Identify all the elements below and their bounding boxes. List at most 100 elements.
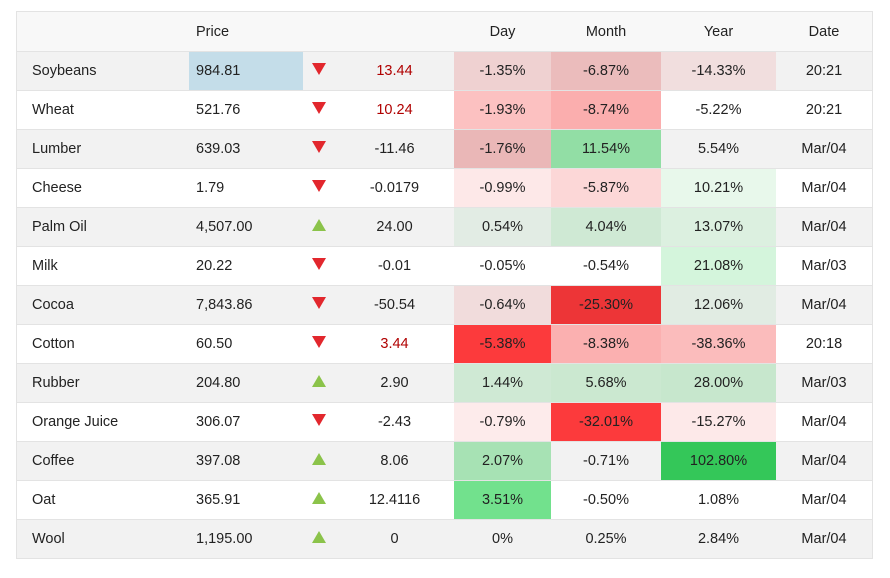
- day-change-cell: 0%: [454, 519, 551, 559]
- commodities-table: Price Day Month Year Date Soybeans 984.81…: [17, 12, 872, 559]
- price-cell: 365.91: [189, 480, 303, 520]
- price-cell: 639.03: [189, 129, 303, 169]
- commodity-name[interactable]: Rubber: [17, 363, 189, 403]
- price-cell: 1,195.00: [189, 519, 303, 559]
- table-row[interactable]: Cotton 60.50 3.44 -5.38% -8.38% -38.36% 20:18: [17, 324, 872, 364]
- day-change-cell: -1.35%: [454, 51, 551, 91]
- table-row[interactable]: Cocoa 7,843.86 -50.54 -0.64% -25.30% 12.06% Ma…: [17, 285, 872, 325]
- month-change-cell: 5.68%: [551, 363, 661, 403]
- commodity-name[interactable]: Palm Oil: [17, 207, 189, 247]
- triangle-down-icon: [312, 102, 326, 115]
- direction-cell: [303, 402, 335, 442]
- triangle-down-icon: [312, 141, 326, 154]
- date-cell: Mar/04: [776, 285, 872, 325]
- triangle-down-icon: [312, 258, 326, 271]
- commodity-name[interactable]: Wheat: [17, 90, 189, 130]
- day-change-cell: -0.99%: [454, 168, 551, 208]
- table-header-row: Price Day Month Year Date: [17, 12, 872, 52]
- triangle-down-icon: [312, 180, 326, 193]
- change-cell: 2.90: [335, 363, 454, 403]
- month-change-cell: -8.38%: [551, 324, 661, 364]
- year-change-cell: 13.07%: [661, 207, 776, 247]
- day-change-cell: -5.38%: [454, 324, 551, 364]
- month-change-cell: 0.25%: [551, 519, 661, 559]
- date-cell: 20:21: [776, 90, 872, 130]
- month-change-cell: 4.04%: [551, 207, 661, 247]
- direction-cell: [303, 207, 335, 247]
- table-row[interactable]: Rubber 204.80 2.90 1.44% 5.68% 28.00% Mar/03: [17, 363, 872, 403]
- price-cell: 984.81: [189, 51, 303, 91]
- triangle-up-icon: [312, 375, 326, 388]
- date-cell: Mar/03: [776, 363, 872, 403]
- commodity-name[interactable]: Cheese: [17, 168, 189, 208]
- date-cell: Mar/04: [776, 168, 872, 208]
- year-change-cell: 10.21%: [661, 168, 776, 208]
- direction-cell: [303, 519, 335, 559]
- header-year[interactable]: Year: [661, 12, 776, 52]
- price-cell: 306.07: [189, 402, 303, 442]
- commodity-name[interactable]: Wool: [17, 519, 189, 559]
- table-row[interactable]: Palm Oil 4,507.00 24.00 0.54% 4.04% 13.07% Mar…: [17, 207, 872, 247]
- header-date[interactable]: Date: [776, 12, 872, 52]
- change-cell: 12.4116: [335, 480, 454, 520]
- commodity-name[interactable]: Soybeans: [17, 51, 189, 91]
- month-change-cell: -5.87%: [551, 168, 661, 208]
- triangle-up-icon: [312, 453, 326, 466]
- header-day[interactable]: Day: [454, 12, 551, 52]
- triangle-up-icon: [312, 531, 326, 544]
- header-name[interactable]: [17, 12, 189, 52]
- change-cell: -0.01: [335, 246, 454, 286]
- price-cell: 204.80: [189, 363, 303, 403]
- direction-cell: [303, 441, 335, 481]
- change-cell: 8.06: [335, 441, 454, 481]
- year-change-cell: -15.27%: [661, 402, 776, 442]
- triangle-down-icon: [312, 297, 326, 310]
- year-change-cell: -5.22%: [661, 90, 776, 130]
- year-change-cell: 5.54%: [661, 129, 776, 169]
- direction-cell: [303, 285, 335, 325]
- table-row[interactable]: Soybeans 984.81 13.44 -1.35% -6.87% -14.33% 20…: [17, 51, 872, 91]
- header-change[interactable]: [335, 12, 454, 52]
- change-cell: -11.46: [335, 129, 454, 169]
- change-cell: 10.24: [335, 90, 454, 130]
- table-row[interactable]: Wheat 521.76 10.24 -1.93% -8.74% -5.22% 20:21: [17, 90, 872, 130]
- direction-cell: [303, 480, 335, 520]
- change-cell: 3.44: [335, 324, 454, 364]
- day-change-cell: -1.76%: [454, 129, 551, 169]
- date-cell: Mar/04: [776, 519, 872, 559]
- day-change-cell: 0.54%: [454, 207, 551, 247]
- table-row[interactable]: Lumber 639.03 -11.46 -1.76% 11.54% 5.54% Mar/0…: [17, 129, 872, 169]
- commodity-name[interactable]: Milk: [17, 246, 189, 286]
- commodity-name[interactable]: Lumber: [17, 129, 189, 169]
- header-price[interactable]: Price: [189, 12, 303, 52]
- commodity-name[interactable]: Oat: [17, 480, 189, 520]
- date-cell: 20:21: [776, 51, 872, 91]
- commodity-name[interactable]: Coffee: [17, 441, 189, 481]
- table-row[interactable]: Oat 365.91 12.4116 3.51% -0.50% 1.08% Mar/04: [17, 480, 872, 520]
- month-change-cell: -0.50%: [551, 480, 661, 520]
- price-cell: 1.79: [189, 168, 303, 208]
- table-row[interactable]: Milk 20.22 -0.01 -0.05% -0.54% 21.08% Mar/03: [17, 246, 872, 286]
- direction-cell: [303, 90, 335, 130]
- table-row[interactable]: Coffee 397.08 8.06 2.07% -0.71% 102.80% Mar/04: [17, 441, 872, 481]
- commodity-name[interactable]: Orange Juice: [17, 402, 189, 442]
- triangle-up-icon: [312, 492, 326, 505]
- price-cell: 20.22: [189, 246, 303, 286]
- day-change-cell: 2.07%: [454, 441, 551, 481]
- year-change-cell: 102.80%: [661, 441, 776, 481]
- month-change-cell: -0.54%: [551, 246, 661, 286]
- commodity-name[interactable]: Cocoa: [17, 285, 189, 325]
- table-row[interactable]: Wool 1,195.00 0 0% 0.25% 2.84% Mar/04: [17, 519, 872, 559]
- table-row[interactable]: Cheese 1.79 -0.0179 -0.99% -5.87% 10.21% Mar/0…: [17, 168, 872, 208]
- commodity-name[interactable]: Cotton: [17, 324, 189, 364]
- change-cell: -2.43: [335, 402, 454, 442]
- table-row[interactable]: Orange Juice 306.07 -2.43 -0.79% -32.01% -15.…: [17, 402, 872, 442]
- change-cell: 0: [335, 519, 454, 559]
- date-cell: Mar/03: [776, 246, 872, 286]
- date-cell: Mar/04: [776, 402, 872, 442]
- header-month[interactable]: Month: [551, 12, 661, 52]
- month-change-cell: -32.01%: [551, 402, 661, 442]
- change-cell: 24.00: [335, 207, 454, 247]
- day-change-cell: -0.05%: [454, 246, 551, 286]
- month-change-cell: -25.30%: [551, 285, 661, 325]
